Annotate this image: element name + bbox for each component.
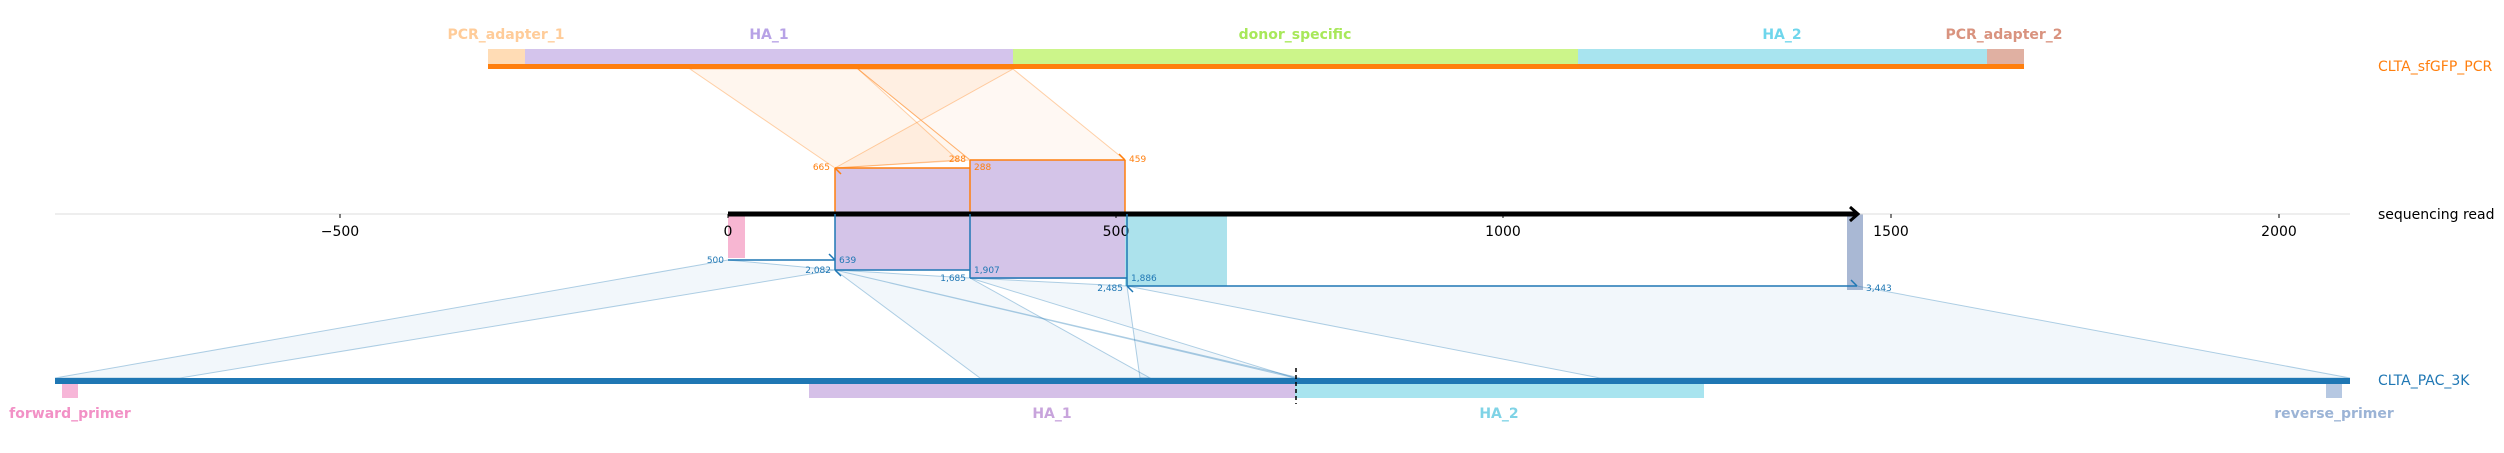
read-region-forward-primer	[728, 214, 745, 258]
bottom-align-label-3: 2,082	[805, 266, 831, 276]
read-region-ha1-b	[970, 160, 1125, 214]
bottom-feature-label-reverse-primer: reverse_primer	[2274, 406, 2394, 422]
bottom-align-label-2: 639	[839, 256, 856, 266]
bottom-feature-block-forward-primer	[62, 384, 78, 398]
top-feature-label-pcr-adapter-1: PCR_adapter_1	[447, 27, 564, 43]
top-sequence-bar	[488, 64, 2024, 69]
top-feature-block-pcr-adapter-2	[1987, 49, 2024, 65]
bottom-feature-block-reverse-primer	[2326, 384, 2342, 398]
top-feature-block-donor-specific	[1013, 49, 1578, 65]
read-region-reverse-primer	[1847, 214, 1863, 290]
axis-tick-label-2: 0	[724, 224, 733, 240]
bottom-align-label-1: 500	[707, 256, 724, 266]
bottom-feature-block-ha-2	[1295, 384, 1704, 398]
bottom-wedge-4	[1126, 285, 2351, 379]
bottom-align-label-5: 1,907	[974, 266, 1000, 276]
bottom-alignment-wedges	[54, 259, 2351, 379]
top-alignment-arrows	[834, 153, 1126, 214]
bottom-feature-label-ha-2: HA_2	[1479, 406, 1518, 422]
top-align-label-2: 288	[949, 155, 966, 165]
bottom-feature-label-forward-primer: forward_primer	[9, 406, 131, 422]
bottom-sequence-name: CLTA_PAC_3K	[2378, 373, 2470, 389]
read-region-ha1-c	[835, 214, 970, 270]
top-feature-block-pcr-adapter-1	[488, 49, 525, 65]
read-region-ha1-d	[970, 214, 1125, 279]
axis-tick-label-6: 2000	[2261, 224, 2297, 240]
top-feature-label-donor-specific: donor_specific	[1239, 27, 1352, 43]
top-feature-label-pcr-adapter-2: PCR_adapter_2	[1945, 27, 2062, 43]
bottom-align-label-6: 2,485	[1097, 284, 1123, 294]
axis-tick-label-1: −500	[321, 224, 359, 240]
bottom-align-label-7: 1,886	[1131, 274, 1157, 284]
bottom-align-label-8: 3,443	[1866, 284, 1892, 294]
bottom-sequence-bar	[55, 378, 2350, 384]
top-align-label-1: 665	[813, 163, 830, 173]
axis-ticks	[339, 214, 2280, 218]
bottom-feature-label-ha-1: HA_1	[1032, 406, 1071, 422]
bottom-alignment-arrows	[728, 214, 1858, 293]
top-align-label-3: 288	[974, 163, 991, 173]
top-feature-block-ha-1	[525, 49, 1013, 65]
top-alignment-wedge-1	[688, 68, 960, 169]
bottom-wedge-1	[54, 259, 836, 379]
read-region-ha2	[1125, 214, 1227, 286]
bottom-align-label-4: 1,685	[940, 274, 966, 284]
top-feature-block-ha-2	[1578, 49, 1987, 65]
top-feature-label-ha-2: HA_2	[1762, 27, 1801, 43]
top-align-label-4: 459	[1129, 155, 1146, 165]
top-sequence-name: CLTA_sfGFP_PCR	[2378, 59, 2492, 75]
axis-tick-label-3: 500	[1103, 224, 1130, 240]
axis-tick-label-5: 1500	[1873, 224, 1909, 240]
read-sequence-name: sequencing read	[2378, 207, 2494, 223]
read-region-ha1-a	[835, 168, 970, 214]
top-feature-label-ha-1: HA_1	[749, 27, 788, 43]
read-arrow-head	[1849, 205, 1861, 223]
axis-tick-label-4: 1000	[1485, 224, 1521, 240]
bottom-feature-block-ha-1	[809, 384, 1295, 398]
